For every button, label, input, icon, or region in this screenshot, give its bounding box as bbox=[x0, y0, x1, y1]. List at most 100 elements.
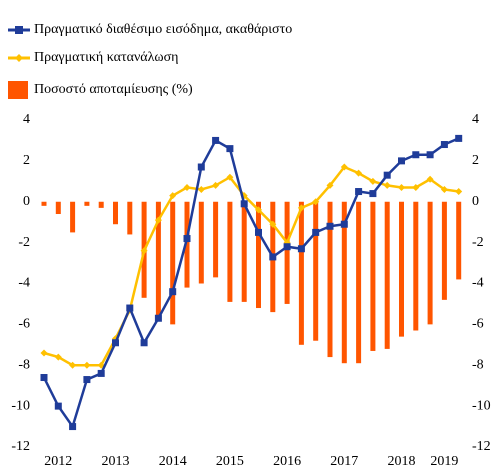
marker bbox=[297, 204, 305, 212]
marker bbox=[440, 141, 448, 149]
bar bbox=[55, 201, 61, 215]
marker bbox=[197, 185, 205, 193]
bar bbox=[284, 201, 290, 304]
marker bbox=[97, 369, 105, 377]
marker bbox=[455, 134, 463, 142]
marker bbox=[83, 361, 91, 369]
x-tick-label: 2013 bbox=[102, 454, 130, 469]
marker bbox=[440, 185, 448, 193]
marker bbox=[69, 423, 77, 431]
y-tick-label: -2 bbox=[18, 235, 30, 250]
marker bbox=[383, 171, 391, 179]
marker bbox=[154, 314, 162, 322]
marker bbox=[240, 200, 248, 208]
bar bbox=[198, 201, 204, 284]
x-tick-label: 2015 bbox=[216, 454, 244, 469]
legend-label: Πραγματικό διαθέσιμο εισόδημα, ακαθάριστ… bbox=[34, 22, 292, 37]
marker bbox=[83, 376, 91, 384]
series-line bbox=[42, 137, 460, 430]
y2-tick-label: 2 bbox=[472, 153, 479, 168]
y-tick-label: 0 bbox=[23, 194, 30, 209]
bar bbox=[298, 201, 304, 345]
x-tick-label: 2016 bbox=[273, 454, 301, 469]
bar bbox=[155, 201, 161, 317]
y2-tick-label: -10 bbox=[472, 398, 491, 413]
marker bbox=[369, 190, 377, 198]
marker bbox=[169, 192, 177, 200]
marker bbox=[112, 339, 119, 347]
marker bbox=[283, 243, 291, 251]
marker bbox=[212, 136, 220, 144]
marker bbox=[140, 339, 148, 347]
marker bbox=[355, 169, 363, 177]
bar bbox=[413, 201, 419, 331]
marker bbox=[169, 288, 177, 296]
bar bbox=[370, 201, 376, 351]
bar bbox=[356, 201, 362, 364]
marker bbox=[183, 183, 191, 191]
y2-tick-label: -6 bbox=[472, 317, 484, 332]
bar bbox=[127, 201, 133, 235]
marker bbox=[269, 220, 277, 228]
marker bbox=[140, 247, 148, 255]
bar bbox=[184, 201, 190, 288]
marker bbox=[255, 228, 262, 236]
marker bbox=[226, 173, 234, 181]
bar bbox=[227, 201, 233, 302]
marker bbox=[426, 175, 434, 183]
bar bbox=[341, 201, 347, 364]
marker bbox=[426, 151, 434, 159]
y-tick-label: -12 bbox=[11, 439, 30, 454]
marker bbox=[126, 304, 134, 312]
marker bbox=[269, 253, 277, 261]
bar bbox=[113, 201, 118, 225]
legend-marker bbox=[15, 26, 23, 34]
x-tick-label: 2014 bbox=[159, 454, 187, 469]
marker bbox=[326, 222, 334, 230]
y-tick-label: 4 bbox=[23, 112, 30, 127]
bar bbox=[327, 201, 333, 358]
y2-tick-label: -2 bbox=[472, 235, 484, 250]
marker bbox=[183, 235, 191, 243]
marker bbox=[312, 198, 320, 206]
bar bbox=[441, 201, 447, 300]
marker bbox=[212, 181, 220, 189]
marker bbox=[455, 188, 463, 196]
y-tick-label: -4 bbox=[18, 276, 30, 291]
bar bbox=[170, 201, 176, 325]
bar bbox=[241, 201, 247, 302]
x-tick-label: 2012 bbox=[44, 454, 72, 469]
x-tick-label: 2017 bbox=[330, 454, 358, 469]
marker bbox=[312, 228, 320, 236]
marker bbox=[255, 206, 262, 214]
marker bbox=[340, 163, 348, 171]
y-tick-label: -8 bbox=[18, 357, 30, 372]
y-tick-label: 2 bbox=[23, 153, 30, 168]
marker bbox=[69, 361, 77, 369]
marker bbox=[326, 181, 334, 189]
legend-label: Ποσοστό αποταμίευσης (%) bbox=[34, 82, 193, 97]
bar bbox=[427, 201, 433, 325]
bar bbox=[41, 201, 47, 206]
bar bbox=[84, 201, 90, 206]
marker bbox=[54, 353, 62, 361]
x-tick-label: 2019 bbox=[430, 454, 458, 469]
y2-tick-label: 0 bbox=[472, 194, 479, 209]
y-tick-label: -6 bbox=[18, 317, 30, 332]
bar bbox=[384, 201, 390, 349]
marker bbox=[40, 349, 48, 357]
marker bbox=[412, 151, 420, 159]
bar bbox=[456, 201, 462, 280]
legend-marker bbox=[15, 54, 23, 62]
series-line bbox=[43, 165, 459, 367]
marker bbox=[154, 216, 162, 224]
marker bbox=[197, 163, 205, 171]
y-tick-label: -10 bbox=[11, 398, 30, 413]
marker bbox=[297, 245, 305, 253]
y2-tick-label: -8 bbox=[472, 357, 484, 372]
marker bbox=[398, 157, 405, 165]
marker bbox=[340, 220, 348, 228]
bar bbox=[399, 201, 404, 337]
marker bbox=[54, 402, 62, 410]
